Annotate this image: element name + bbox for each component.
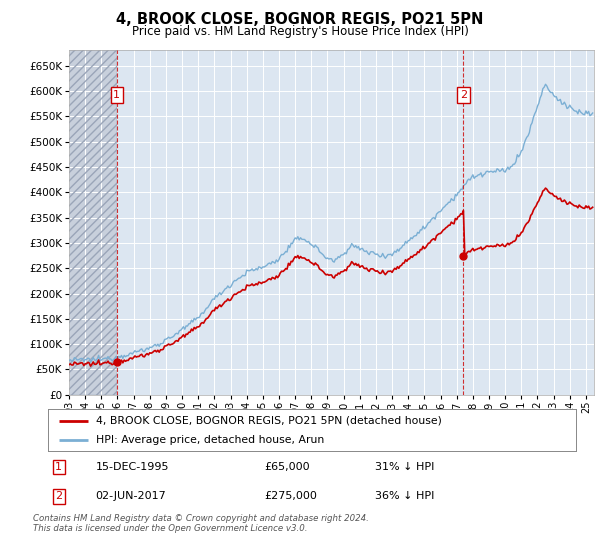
Text: 2: 2 xyxy=(460,90,467,100)
Bar xyxy=(69,50,117,395)
Text: 15-DEC-1995: 15-DEC-1995 xyxy=(95,462,169,472)
Text: 36% ↓ HPI: 36% ↓ HPI xyxy=(376,491,435,501)
Text: HPI: Average price, detached house, Arun: HPI: Average price, detached house, Arun xyxy=(95,435,324,445)
Text: £65,000: £65,000 xyxy=(265,462,310,472)
Text: 1: 1 xyxy=(113,90,121,100)
Text: Contains HM Land Registry data © Crown copyright and database right 2024.
This d: Contains HM Land Registry data © Crown c… xyxy=(33,514,369,534)
Text: £275,000: £275,000 xyxy=(265,491,317,501)
Bar xyxy=(69,50,117,395)
Text: 1: 1 xyxy=(55,462,62,472)
Text: 4, BROOK CLOSE, BOGNOR REGIS, PO21 5PN: 4, BROOK CLOSE, BOGNOR REGIS, PO21 5PN xyxy=(116,12,484,27)
Text: 31% ↓ HPI: 31% ↓ HPI xyxy=(376,462,435,472)
Text: 4, BROOK CLOSE, BOGNOR REGIS, PO21 5PN (detached house): 4, BROOK CLOSE, BOGNOR REGIS, PO21 5PN (… xyxy=(95,416,442,426)
Text: 2: 2 xyxy=(55,491,62,501)
Text: 02-JUN-2017: 02-JUN-2017 xyxy=(95,491,166,501)
Text: Price paid vs. HM Land Registry's House Price Index (HPI): Price paid vs. HM Land Registry's House … xyxy=(131,25,469,38)
